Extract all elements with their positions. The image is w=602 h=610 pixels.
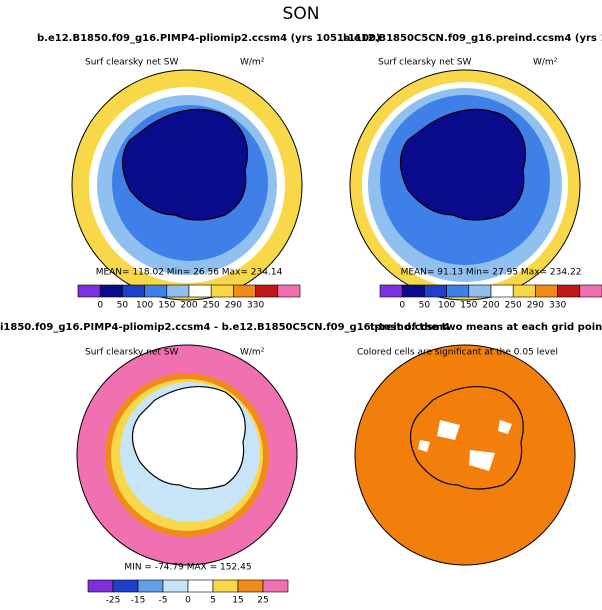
colorbar-label: 5 <box>210 596 216 606</box>
map <box>77 345 297 565</box>
colorbar-swatch <box>535 284 558 298</box>
colorbar-swatch <box>446 284 470 298</box>
colorbar-swatch <box>144 284 168 298</box>
colorbar-swatch <box>87 579 114 593</box>
colorbar-label: 150 <box>158 301 175 311</box>
colorbar-label: 290 <box>225 301 242 311</box>
colorbar-swatch <box>112 579 139 593</box>
units: W/m² <box>240 348 265 358</box>
colorbar-label: -25 <box>106 596 121 606</box>
colorbar-label: 15 <box>232 596 243 606</box>
panel-label: Colored cells are significant at the 0.0… <box>357 348 558 358</box>
colorbar-swatch <box>512 284 536 298</box>
colorbar-swatch <box>166 284 190 298</box>
figure-title: SON <box>283 4 320 24</box>
colorbar-swatch <box>137 579 164 593</box>
map-border <box>349 69 581 301</box>
colorbar-label: 150 <box>460 301 477 311</box>
units: W/m² <box>240 58 265 68</box>
colorbar-swatch <box>468 284 492 298</box>
colorbar-swatch <box>210 284 234 298</box>
colorbar-label: 25 <box>257 596 268 606</box>
colorbar-label: 330 <box>247 301 264 311</box>
colorbar-label: -5 <box>159 596 168 606</box>
map-border <box>76 344 298 566</box>
colorbar-swatch <box>557 284 581 298</box>
panel-title: i1850.f09_g16.PIMP4-pliomip2.ccsm4 - b.e… <box>0 322 450 333</box>
colorbar-swatch <box>122 284 145 298</box>
stats: MEAN= 118.02 Min= 26.56 Max= 234.14 <box>96 268 283 278</box>
map-border <box>354 344 576 566</box>
map <box>355 345 575 565</box>
colorbar-label: -15 <box>131 596 146 606</box>
colorbar-swatch <box>579 284 602 298</box>
colorbar-swatch <box>188 284 212 298</box>
colorbar-label: 0 <box>97 301 103 311</box>
panel-label: Surf clearsky net SW <box>378 58 471 68</box>
panel-title: b.e12.B1850.f09_g16.PIMP4-pliomip2.ccsm4… <box>37 33 380 44</box>
colorbar-label: 290 <box>527 301 544 311</box>
colorbar-swatch <box>379 284 403 298</box>
units: W/m² <box>533 58 558 68</box>
colorbar-swatch <box>237 579 264 593</box>
panel-label: Surf clearsky net SW <box>85 348 178 358</box>
colorbar-label: 330 <box>549 301 566 311</box>
colorbar-label: 0 <box>399 301 405 311</box>
colorbar-label: 0 <box>185 596 191 606</box>
colorbar-swatch <box>401 284 425 298</box>
panel-title: t-test of the two means at each grid poi… <box>370 322 602 333</box>
colorbar-swatch <box>255 284 279 298</box>
colorbar-swatch <box>424 284 447 298</box>
colorbar-swatch <box>77 284 101 298</box>
colorbar-swatch <box>212 579 239 593</box>
colorbar-label: 200 <box>482 301 499 311</box>
colorbar-label: 50 <box>419 301 431 311</box>
stats: MIN = -74.79 MAX = 152.45 <box>124 563 251 573</box>
colorbar-swatch <box>490 284 514 298</box>
map <box>72 70 302 300</box>
colorbar-swatch <box>233 284 256 298</box>
colorbar-swatch <box>277 284 301 298</box>
colorbar-label: 200 <box>180 301 197 311</box>
colorbar-label: 100 <box>136 301 153 311</box>
panel-title: b.e12.B1850C5CN.f09_g16.preind.ccsm4 (yr… <box>343 33 602 44</box>
map <box>350 70 580 300</box>
colorbar-label: 100 <box>438 301 455 311</box>
panel-label: Surf clearsky net SW <box>85 58 178 68</box>
colorbar-label: 50 <box>117 301 129 311</box>
colorbar-swatch <box>99 284 123 298</box>
colorbar-label: 250 <box>505 301 522 311</box>
colorbar-swatch <box>262 579 289 593</box>
stats: MEAN= 91.13 Min= 27.95 Max= 234.22 <box>401 268 582 278</box>
colorbar-label: 250 <box>203 301 220 311</box>
colorbar-swatch <box>162 579 189 593</box>
map-border <box>71 69 303 301</box>
colorbar-swatch <box>187 579 214 593</box>
